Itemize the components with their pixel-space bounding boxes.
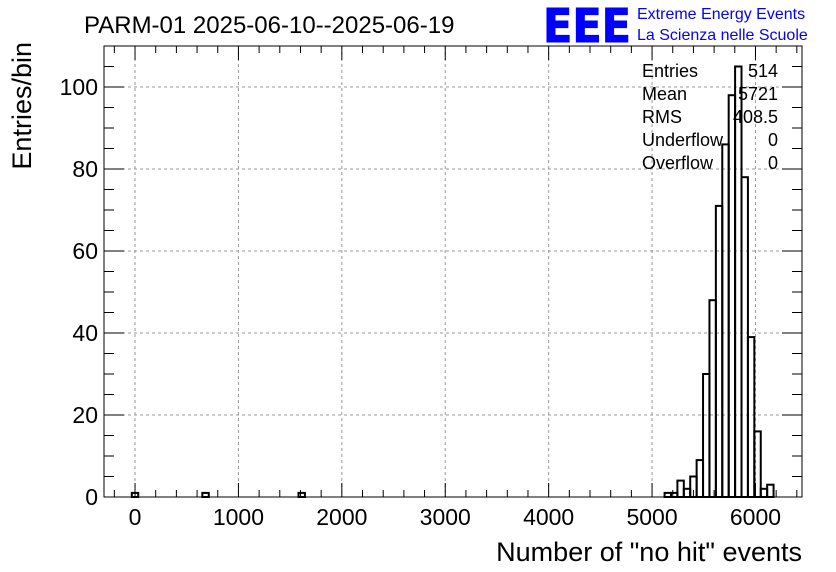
chart-title: PARM-01 2025-06-10--2025-06-19: [84, 12, 454, 39]
x-tick-label: 6000: [730, 504, 781, 530]
y-axis-label: Entries/bin: [7, 42, 37, 170]
x-tick-label: 5000: [626, 504, 677, 530]
stats-value: 0: [768, 130, 778, 150]
x-tick-label: 0: [129, 504, 142, 530]
x-axis-label: Number of "no hit" events: [496, 537, 802, 567]
eee-logo-line2: La Scienza nelle Scuole: [637, 27, 808, 44]
stats-label: RMS: [642, 107, 682, 127]
stats-box: Entries 514 Mean 5721 RMS 408.5 Underflow 0 Over…: [642, 61, 778, 173]
stats-value: 408.5: [733, 107, 778, 127]
y-tick-label: 80: [72, 156, 98, 182]
stats-label: Entries: [642, 61, 698, 81]
axis-ticks: [104, 45, 802, 498]
eee-logo: EEE Extreme Energy Events La Scienza nel…: [543, 0, 808, 54]
stats-label: Mean: [642, 84, 687, 104]
histogram-bin: [297, 491, 306, 498]
stats-value: 514: [748, 61, 778, 81]
x-tick-label: 4000: [523, 504, 574, 530]
y-tick-label: 40: [72, 320, 98, 346]
stats-value: 5721: [738, 84, 778, 104]
eee-logo-line1: Extreme Energy Events: [637, 6, 805, 23]
stats-label: Underflow: [642, 130, 724, 150]
y-tick-label: 0: [85, 484, 98, 510]
x-tick-label: 1000: [213, 504, 264, 530]
stats-label: Overflow: [642, 153, 714, 173]
histogram-bin: [201, 491, 210, 498]
y-tick-label: 100: [60, 74, 98, 100]
y-tick-label: 20: [72, 402, 98, 428]
x-tick-label: 3000: [420, 504, 471, 530]
eee-logo-mark: EEE: [543, 0, 631, 53]
stats-value: 0: [768, 153, 778, 173]
y-tick-label: 60: [72, 238, 98, 264]
tick-labels: 0 1000 2000 3000 4000 5000 6000 0 20 40 60 80 100: [60, 74, 781, 530]
histogram-bin: [766, 483, 775, 499]
plot-frame: [103, 45, 803, 498]
grid-lines: [104, 46, 802, 497]
x-tick-label: 2000: [316, 504, 367, 530]
